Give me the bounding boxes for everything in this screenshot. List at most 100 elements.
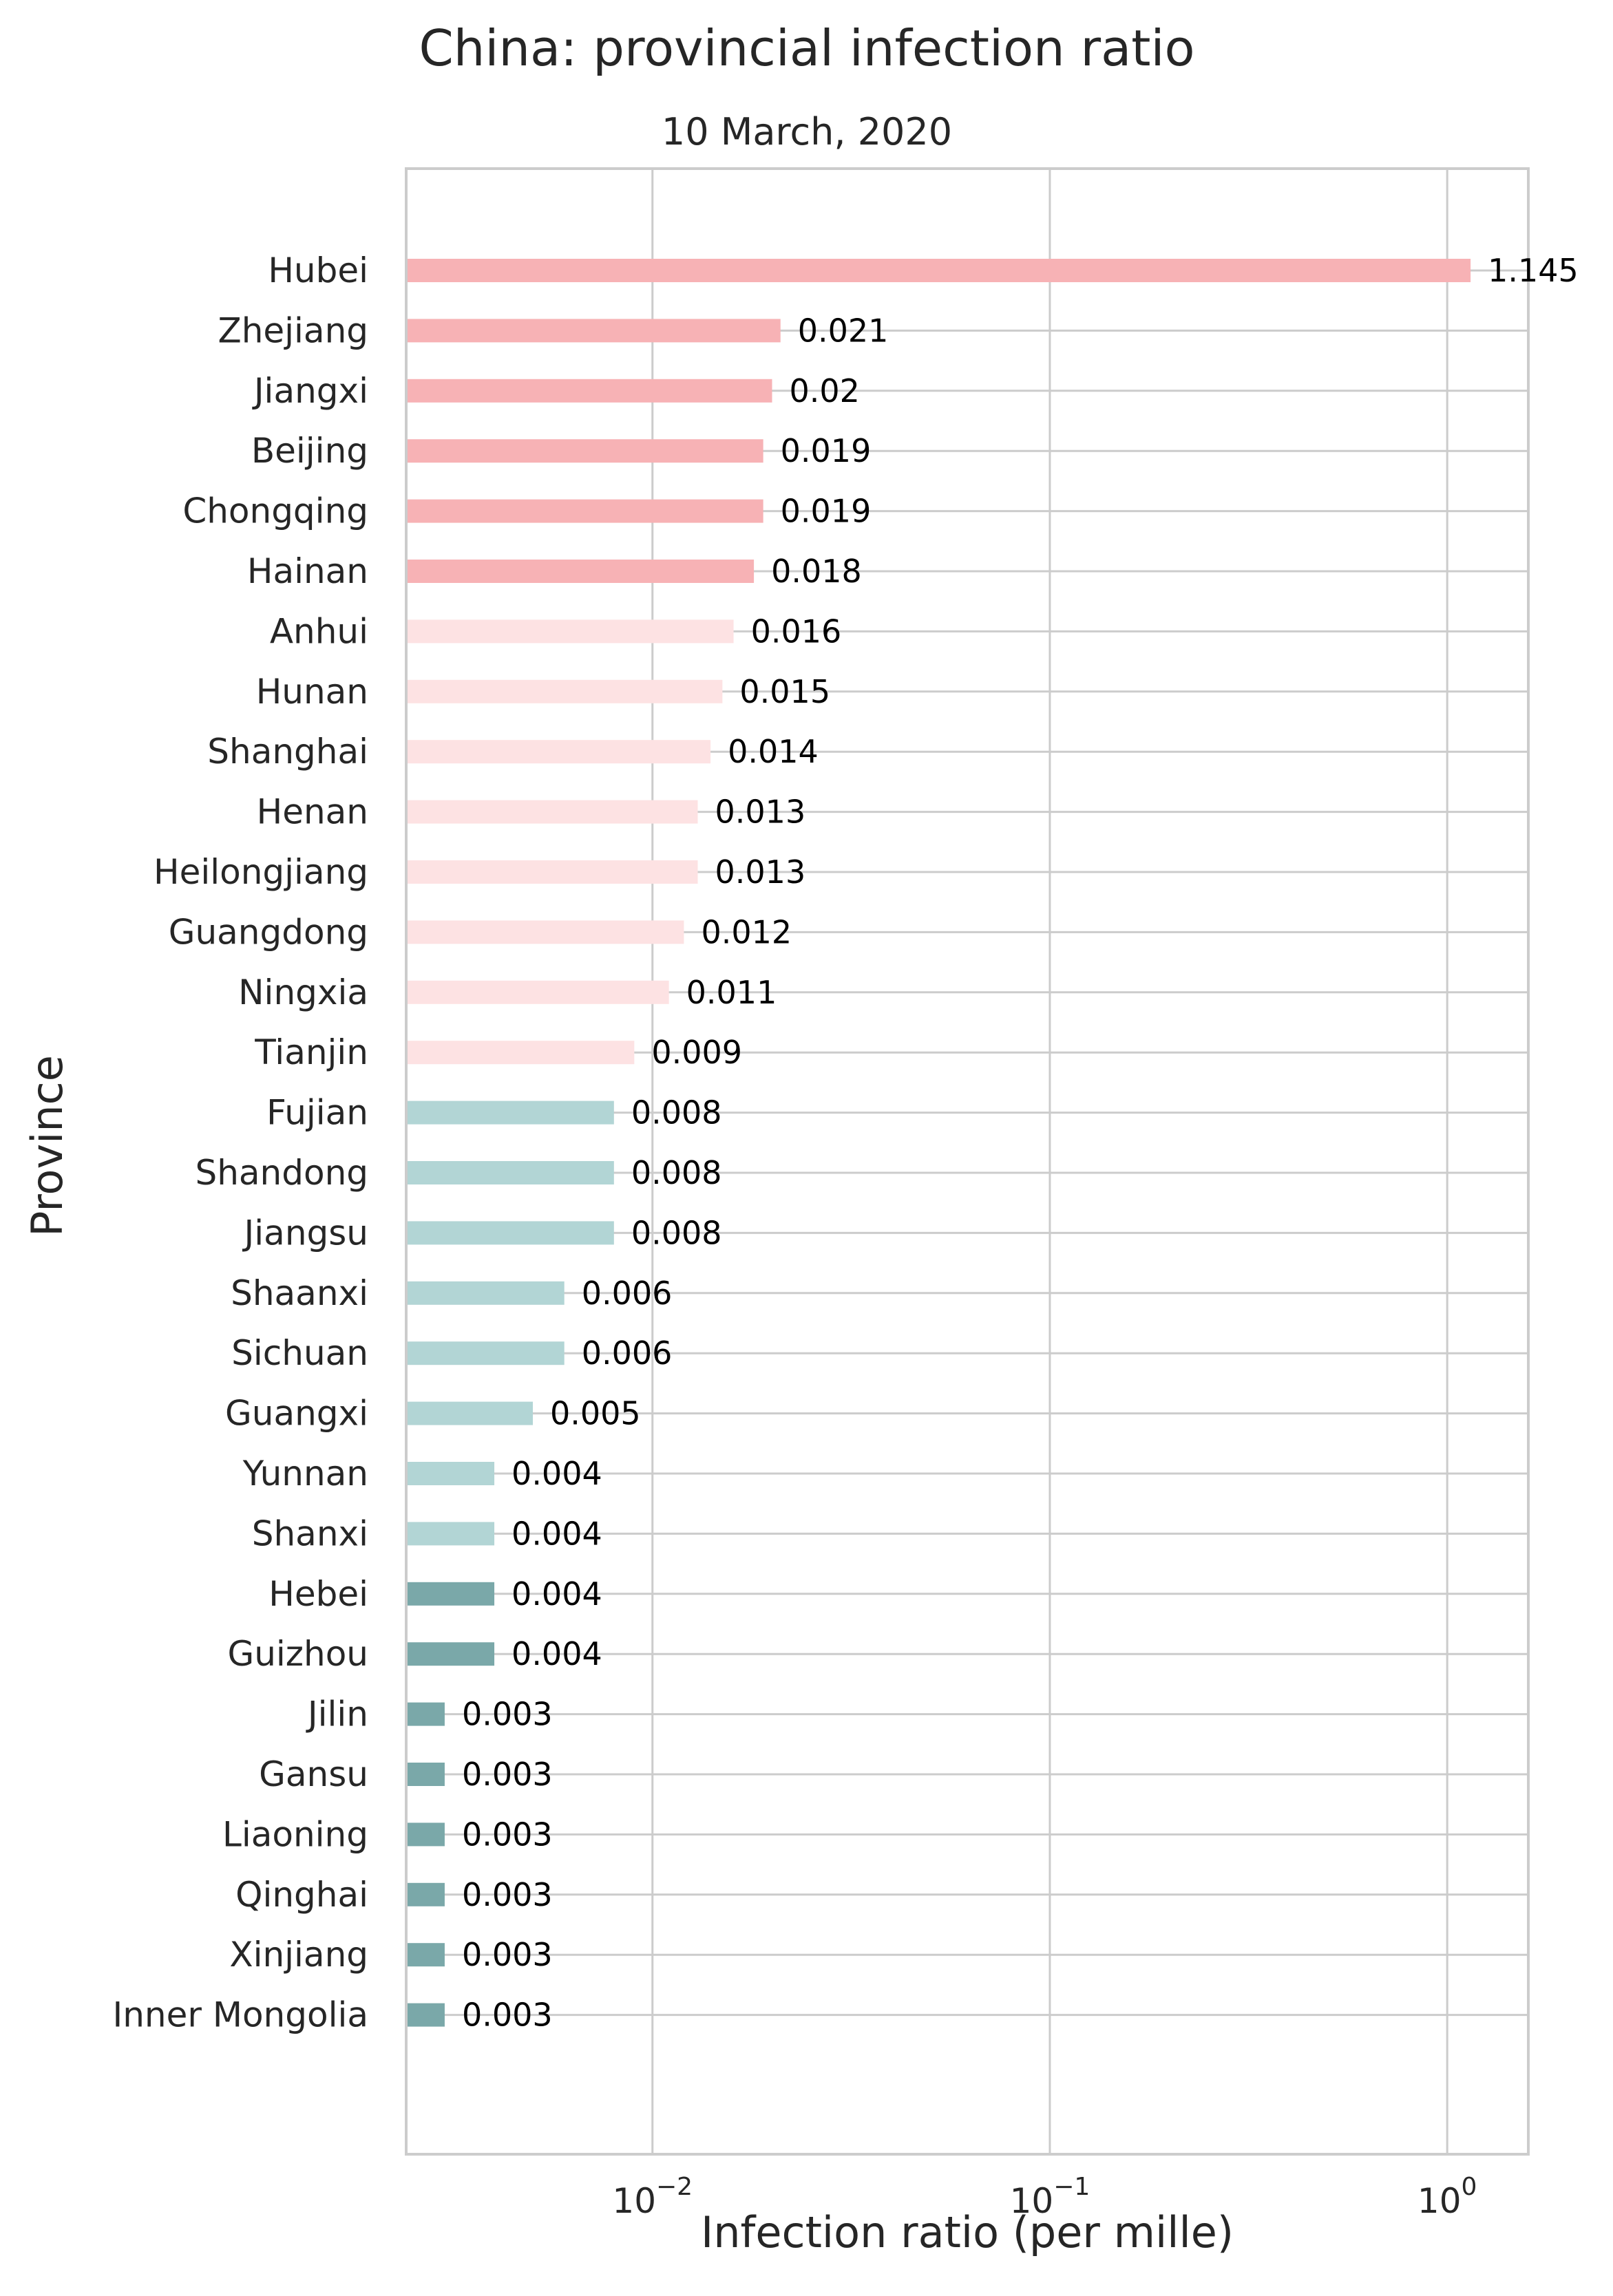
bar — [408, 1341, 565, 1365]
y-tick-label: Guangxi — [225, 1394, 368, 1434]
y-tick-label: Jiangsu — [242, 1213, 368, 1253]
data-label: 0.008 — [631, 1154, 722, 1191]
y-tick-label: Tianjin — [254, 1032, 368, 1072]
y-tick-label: Inner Mongolia — [112, 1995, 368, 2035]
y-tick-label: Xinjiang — [229, 1935, 368, 1975]
y-tick-label: Hunan — [256, 672, 368, 712]
data-label: 0.019 — [781, 432, 872, 469]
data-label: 0.003 — [462, 1936, 553, 1973]
y-tick-label: Yunnan — [242, 1454, 368, 1494]
bar — [408, 1401, 533, 1425]
bar — [408, 1582, 495, 1606]
data-label: 0.02 — [790, 372, 860, 410]
data-label: 0.003 — [462, 1816, 553, 1853]
x-tick-label: 100 — [1417, 2173, 1477, 2221]
bar — [408, 800, 698, 824]
bar — [408, 379, 772, 403]
chart-title: China: provincial infection ratio — [419, 19, 1194, 77]
bar — [408, 1943, 445, 1967]
bar — [408, 1101, 614, 1125]
data-label: 0.014 — [728, 733, 819, 770]
y-tick-label: Ningxia — [238, 972, 368, 1012]
data-label: 0.004 — [512, 1575, 602, 1613]
bar — [408, 980, 669, 1004]
data-label: 0.004 — [512, 1515, 602, 1552]
y-tick-label: Guangdong — [169, 912, 368, 952]
y-tick-label: Jiangxi — [252, 371, 368, 411]
y-tick-label: Guizhou — [227, 1634, 368, 1674]
bar — [408, 1161, 614, 1184]
bar — [408, 319, 781, 343]
y-axis-label: Province — [22, 1055, 72, 1237]
data-label: 0.003 — [462, 1876, 553, 1913]
bar — [408, 259, 1471, 282]
y-tick-label: Heilongjiang — [154, 852, 368, 892]
bar — [408, 1462, 495, 1485]
y-tick-label: Qinghai — [235, 1875, 368, 1915]
bar — [408, 679, 723, 703]
y-tick-label: Hebei — [268, 1574, 368, 1614]
data-label: 0.008 — [631, 1094, 722, 1131]
data-label: 0.003 — [462, 1696, 553, 1733]
bar — [408, 1822, 445, 1847]
plot-area: 10−2 10−1 100 Hubei 1.145 Zhejiang 0.021 Jiangx… — [112, 167, 1579, 2221]
data-label: 0.015 — [739, 673, 830, 710]
y-tick-label: Liaoning — [222, 1814, 368, 1854]
bar — [408, 1642, 495, 1666]
y-tick-label: Gansu — [259, 1754, 368, 1794]
y-tick-label: Shandong — [195, 1153, 368, 1193]
data-label: 0.021 — [798, 312, 889, 349]
data-label: 0.013 — [715, 853, 806, 891]
y-tick-label: Shanghai — [207, 732, 368, 772]
data-label: 0.004 — [512, 1635, 602, 1672]
data-label: 0.016 — [751, 613, 842, 650]
bar — [408, 1702, 445, 1726]
data-label: 0.019 — [781, 493, 872, 530]
y-tick-label: Shaanxi — [231, 1273, 368, 1313]
bar — [408, 1041, 635, 1065]
bar — [408, 1882, 445, 1906]
y-tick-label: Hainan — [247, 551, 368, 591]
data-label: 0.004 — [512, 1455, 602, 1492]
y-tick-label: Beijing — [251, 431, 368, 471]
bar — [408, 1221, 614, 1245]
bar — [408, 2003, 445, 2027]
bar — [408, 740, 711, 764]
y-tick-label: Shanxi — [252, 1513, 368, 1553]
y-tick-label: Zhejiang — [218, 310, 368, 350]
data-label: 0.006 — [582, 1275, 673, 1312]
data-label: 1.145 — [1488, 252, 1579, 289]
bar — [408, 860, 698, 884]
y-tick-label: Hubei — [268, 251, 368, 290]
data-label: 0.005 — [550, 1395, 641, 1432]
data-label: 0.003 — [462, 1997, 553, 2034]
plot-frame — [405, 167, 1530, 2156]
data-label: 0.008 — [631, 1214, 722, 1251]
data-label: 0.013 — [715, 794, 806, 831]
bar — [408, 560, 755, 583]
chart-subtitle: 10 March, 2020 — [662, 110, 952, 153]
data-label: 0.006 — [582, 1335, 673, 1372]
y-tick-label: Henan — [257, 792, 368, 832]
data-label: 0.009 — [651, 1034, 742, 1071]
bar — [408, 1281, 565, 1305]
bar — [408, 499, 763, 523]
y-tick-label: Anhui — [270, 611, 368, 651]
x-axis-label: Infection ratio (per mille) — [701, 2207, 1234, 2257]
bar — [408, 1763, 445, 1786]
bar — [408, 1522, 495, 1546]
y-tick-label: Chongqing — [182, 491, 368, 531]
y-tick-label: Fujian — [266, 1093, 368, 1133]
x-tick-label: 10−2 — [612, 2173, 693, 2221]
y-tick-label: Jilin — [306, 1694, 368, 1734]
data-label: 0.018 — [771, 553, 862, 590]
y-tick-label: Sichuan — [231, 1333, 368, 1373]
data-label: 0.012 — [701, 913, 792, 950]
x-tick-label: 10−1 — [1010, 2173, 1090, 2221]
bar — [408, 920, 684, 944]
data-label: 0.011 — [686, 974, 777, 1011]
bar — [408, 439, 763, 463]
data-label: 0.003 — [462, 1756, 553, 1793]
bar — [408, 619, 734, 644]
